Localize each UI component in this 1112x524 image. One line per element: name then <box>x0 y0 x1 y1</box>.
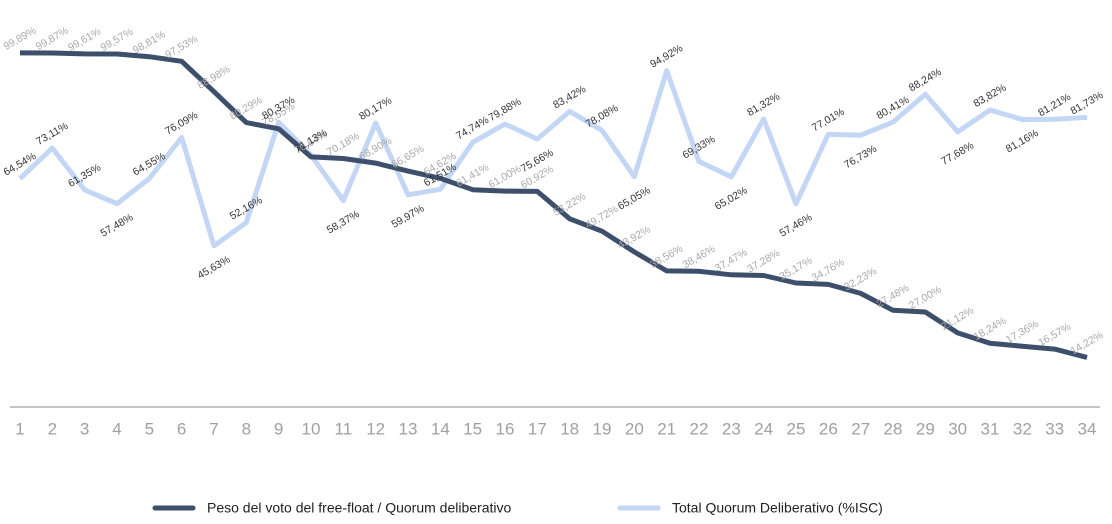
data-label: 38,56% <box>648 243 685 271</box>
x-tick-label: 5 <box>145 419 154 438</box>
x-tick-label: 25 <box>787 419 806 438</box>
data-label: 32,23% <box>842 265 879 293</box>
data-label: 37,28% <box>745 247 782 275</box>
data-label: 21,12% <box>939 305 976 333</box>
data-label: 94,92% <box>648 42 685 70</box>
x-tick-label: 4 <box>112 419 121 438</box>
data-label: 35,17% <box>777 255 814 283</box>
data-label: 74,74% <box>454 114 491 142</box>
data-label: 59,97% <box>389 203 426 231</box>
legend-label: Total Quorum Deliberativo (%ISC) <box>672 500 883 516</box>
data-label: 83,42% <box>551 83 588 111</box>
x-tick-label: 24 <box>754 419 773 438</box>
x-tick-label: 3 <box>80 419 89 438</box>
x-tick-label: 19 <box>593 419 612 438</box>
x-tick-label: 12 <box>366 419 385 438</box>
data-label: 45,63% <box>195 253 232 281</box>
x-tick-label: 13 <box>399 419 418 438</box>
data-label: 49,72% <box>583 203 620 231</box>
x-tick-label: 30 <box>948 419 967 438</box>
data-label: 77,68% <box>939 140 976 168</box>
data-label: 76,09% <box>163 109 200 137</box>
data-label: 81,73% <box>1068 89 1105 117</box>
data-label: 88,24% <box>907 66 944 94</box>
data-label: 81,21% <box>1036 91 1073 119</box>
data-label: 58,37% <box>325 208 362 236</box>
x-tick-label: 28 <box>884 419 903 438</box>
data-label: 61,00% <box>486 163 523 191</box>
data-label: 99,89% <box>1 25 38 53</box>
data-label: 88,98% <box>195 63 232 91</box>
x-tick-label: 26 <box>819 419 838 438</box>
data-label: 16,57% <box>1036 321 1073 349</box>
data-label: 37,47% <box>713 247 750 275</box>
data-label: 98,81% <box>131 28 168 56</box>
x-tick-label: 20 <box>625 419 644 438</box>
x-tick-label: 16 <box>496 419 515 438</box>
data-label: 99,61% <box>66 26 103 54</box>
data-label: 14,22% <box>1068 329 1105 357</box>
x-tick-label: 27 <box>851 419 870 438</box>
data-label: 61,35% <box>66 162 103 190</box>
data-label: 83,82% <box>971 82 1008 110</box>
x-tick-label: 17 <box>528 419 547 438</box>
data-label: 78,08% <box>583 102 620 130</box>
x-tick-label: 23 <box>722 419 741 438</box>
x-tick-label: 34 <box>1078 419 1097 438</box>
legend-label: Peso del voto del free-float / Quorum de… <box>207 500 511 516</box>
x-tick-label: 32 <box>1013 419 1032 438</box>
data-label: 81,16% <box>1004 127 1041 155</box>
data-label: 38,46% <box>680 243 717 271</box>
data-label: 17,36% <box>1004 318 1041 346</box>
data-label: 53,22% <box>551 191 588 219</box>
x-tick-label: 8 <box>242 419 251 438</box>
x-tick-label: 21 <box>657 419 676 438</box>
x-tick-label: 6 <box>177 419 186 438</box>
data-label: 27,48% <box>874 282 911 310</box>
x-tick-label: 33 <box>1045 419 1064 438</box>
data-label: 65,02% <box>713 185 750 213</box>
x-tick-label: 29 <box>916 419 935 438</box>
data-label: 65,05% <box>616 184 653 212</box>
x-tick-label: 22 <box>690 419 709 438</box>
data-label: 73,11% <box>34 120 70 148</box>
x-tick-label: 11 <box>335 419 353 438</box>
data-label: 61,41% <box>454 161 491 189</box>
data-label: 57,48% <box>98 211 135 239</box>
x-tick-label: 1 <box>15 419 24 438</box>
x-tick-label: 2 <box>48 419 57 438</box>
data-label: 57,46% <box>777 211 814 239</box>
data-label: 99,57% <box>98 26 135 54</box>
x-tick-label: 15 <box>463 419 482 438</box>
x-tick-label: 31 <box>981 419 1000 438</box>
data-label: 70,18% <box>325 130 362 158</box>
data-label: 80,17% <box>357 95 394 123</box>
data-label: 81,32% <box>745 91 782 119</box>
x-tick-label: 9 <box>274 419 283 438</box>
data-label: 18,24% <box>971 315 1008 343</box>
data-label: 77,01% <box>810 106 847 134</box>
x-tick-label: 10 <box>302 419 321 438</box>
data-label: 76,73% <box>842 143 879 171</box>
data-label: 34,76% <box>810 256 847 284</box>
x-tick-label: 14 <box>431 419 450 438</box>
data-label: 43,92% <box>616 224 653 252</box>
data-label: 99,87% <box>34 25 71 53</box>
x-tick-label: 18 <box>560 419 579 438</box>
data-label: 79,88% <box>486 96 523 124</box>
data-label: 97,53% <box>163 33 200 61</box>
series-line <box>18 68 1088 249</box>
x-tick-label: 7 <box>209 419 218 438</box>
data-label: 66,65% <box>389 143 426 171</box>
series-line <box>19 50 1088 360</box>
data-label: 27,00% <box>907 284 944 312</box>
